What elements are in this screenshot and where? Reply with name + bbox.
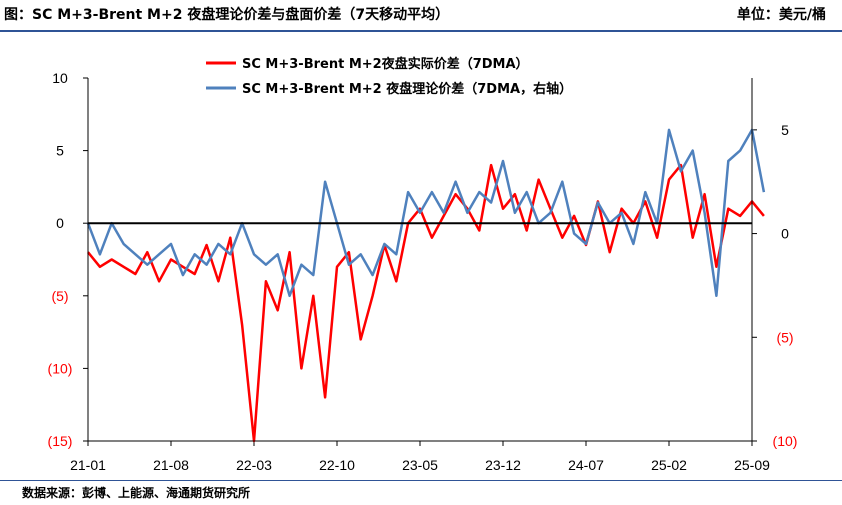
x-tick-label: 23-12 — [485, 457, 521, 473]
chart-canvas: 10 5 0 (5) (10) (15) 5 0 (5) (10) 21-01 21-08 22-0… — [48, 56, 798, 473]
header-rule — [0, 30, 842, 32]
x-tick-label: 24-07 — [568, 457, 604, 473]
left-tick-label: 10 — [52, 70, 68, 86]
legend-label-actual: SC M+3-Brent M+2夜盘实际价差（7DMA） — [242, 56, 529, 72]
x-tick-label: 23-05 — [402, 457, 438, 473]
x-tick-label: 25-09 — [734, 457, 770, 473]
footer-rule — [0, 480, 842, 481]
unit-label: 单位：美元/桶 — [736, 7, 826, 23]
left-tick-label: (15) — [48, 433, 73, 449]
right-axis: 5 0 (5) (10) — [752, 122, 797, 449]
series-line-theory — [86, 128, 766, 298]
x-tick-label: 25-02 — [651, 457, 687, 473]
x-tick-label: 21-01 — [70, 457, 106, 473]
series-line-actual — [87, 163, 765, 443]
right-tick-label: (10) — [773, 433, 798, 449]
left-axis: 10 5 0 (5) (10) (15) — [48, 70, 88, 449]
x-axis: 21-01 21-08 22-03 22-10 23-05 23-12 24-07 25-02… — [70, 441, 770, 473]
left-tick-label: (5) — [51, 288, 68, 304]
right-tick-label: 5 — [781, 122, 789, 138]
x-tick-label: 22-10 — [319, 457, 355, 473]
left-tick-label: 0 — [56, 215, 64, 231]
left-tick-label: (10) — [48, 360, 73, 376]
x-tick-label: 21-08 — [153, 457, 189, 473]
chart-title: 图：SC M+3-Brent M+2 夜盘理论价差与盘面价差（7天移动平均） — [4, 7, 450, 23]
right-tick-label: (5) — [776, 329, 793, 345]
legend: SC M+3-Brent M+2夜盘实际价差（7DMA） SC M+3-Bren… — [206, 56, 572, 97]
left-tick-label: 5 — [56, 143, 64, 159]
legend-label-theory: SC M+3-Brent M+2 夜盘理论价差（7DMA，右轴） — [242, 81, 572, 97]
source-note: 数据来源：彭博、上能源、海通期货研究所 — [22, 486, 251, 500]
right-tick-label: 0 — [781, 226, 789, 242]
x-tick-label: 22-03 — [236, 457, 272, 473]
series-layer — [86, 128, 766, 443]
